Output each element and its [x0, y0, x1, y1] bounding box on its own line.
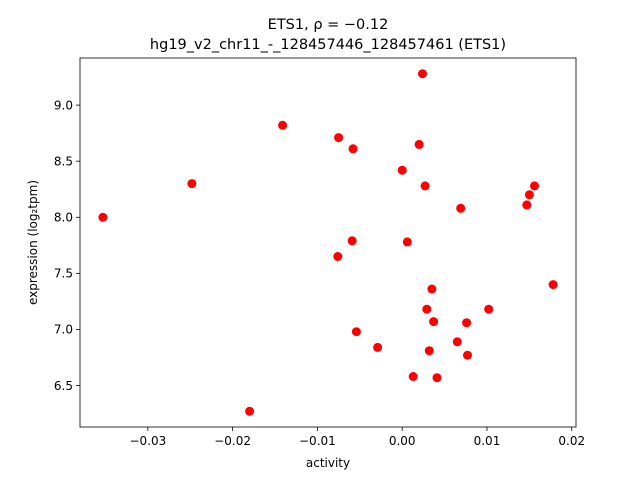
data-point [348, 144, 358, 154]
y-axis-label: expression (log₂tpm) [26, 180, 40, 305]
data-point [402, 237, 412, 247]
data-point [351, 327, 361, 337]
x-tick-label: −0.01 [299, 434, 336, 448]
y-tick-label: 9.0 [54, 98, 73, 112]
x-tick-label: −0.03 [129, 434, 166, 448]
x-tick-label: −0.02 [214, 434, 251, 448]
y-tick-label: 7.0 [54, 323, 73, 337]
data-point [397, 165, 407, 175]
data-point [522, 200, 532, 210]
chart-title-line2: hg19_v2_chr11_-_128457446_128457461 (ETS… [150, 37, 506, 53]
plot-frame [79, 57, 577, 428]
data-point [463, 350, 472, 360]
data-point [429, 317, 439, 327]
chart-title-line1: ETS1, ρ = −0.12 [268, 17, 389, 33]
x-axis-ticks: −0.03 −0.02 −0.01 0.00 0.01 0.02 [129, 427, 585, 448]
data-point [334, 133, 344, 143]
x-tick-label: 0.01 [474, 434, 501, 448]
data-point [418, 69, 427, 79]
data-point [187, 179, 197, 189]
data-point [333, 252, 343, 261]
data-point [530, 181, 539, 191]
data-point [548, 280, 558, 290]
data-point [484, 304, 494, 314]
data-point [414, 139, 424, 149]
y-tick-label: 8.0 [54, 211, 73, 225]
data-point [427, 284, 437, 294]
x-axis-label: activity [306, 456, 350, 470]
data-point [462, 318, 472, 328]
data-point [524, 190, 534, 200]
data-point [347, 236, 357, 246]
data-point [408, 372, 418, 381]
data-point [456, 203, 466, 213]
x-tick-label: 0.00 [389, 434, 416, 448]
y-tick-label: 7.5 [54, 267, 73, 281]
data-point [245, 406, 255, 416]
data-point [452, 337, 462, 347]
data-points [98, 69, 558, 416]
data-point [98, 212, 108, 222]
data-point [373, 342, 383, 352]
data-point [424, 346, 434, 356]
y-tick-label: 8.5 [54, 154, 73, 168]
data-point [422, 304, 432, 314]
y-tick-label: 6.5 [54, 379, 73, 393]
data-point [420, 181, 430, 191]
data-point [278, 120, 288, 130]
x-tick-label: 0.02 [558, 434, 585, 448]
data-point [432, 373, 442, 383]
y-axis-ticks: 6.5 7.0 7.5 8.0 8.5 9.0 [54, 98, 80, 393]
